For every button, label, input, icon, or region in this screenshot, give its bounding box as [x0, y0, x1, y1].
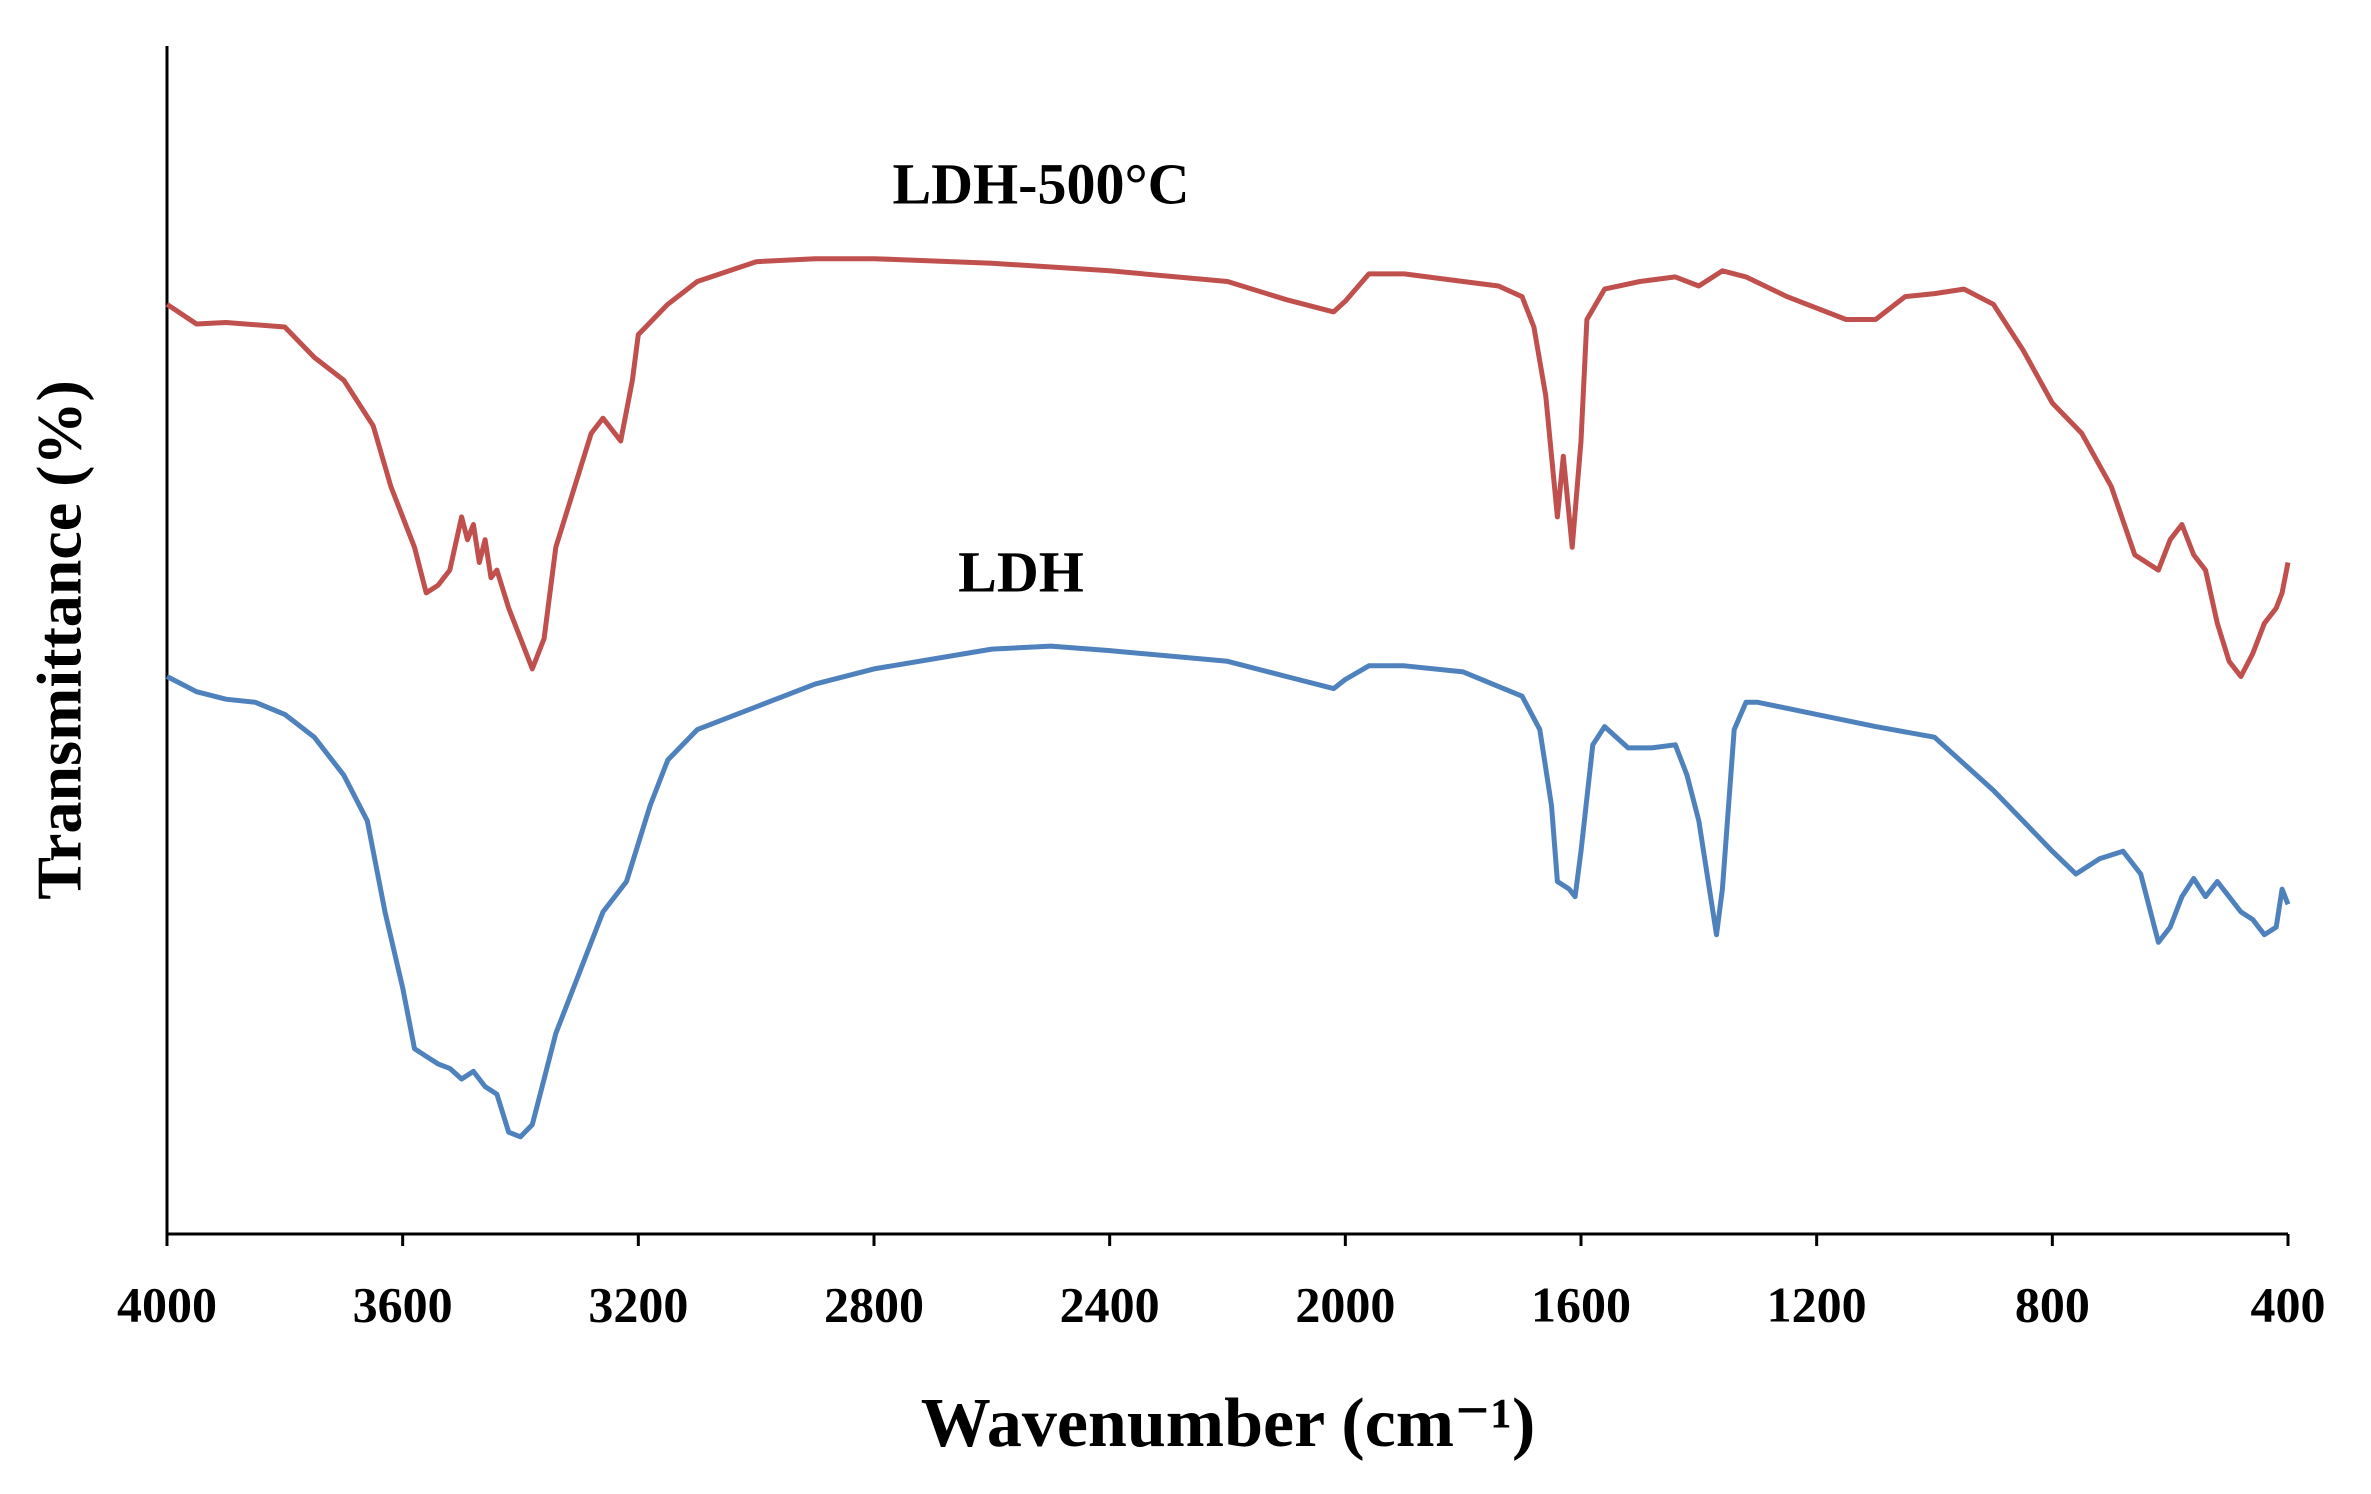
series-label: LDH-500°C	[892, 151, 1189, 216]
y-axis-label: Transmittance (%)	[24, 380, 95, 900]
x-tick-label: 4000	[117, 1276, 217, 1332]
x-tick-label: 2800	[824, 1276, 924, 1332]
series-line	[165, 256, 2291, 679]
x-tick-label: 800	[2015, 1276, 2090, 1332]
x-tick-label: 400	[2251, 1276, 2326, 1332]
x-tick-label: 3200	[588, 1276, 688, 1332]
series-line	[165, 643, 2291, 1140]
x-axis-label: Wavenumber (cm⁻¹)	[921, 1385, 1536, 1462]
x-tick-label: 2400	[1060, 1276, 1160, 1332]
series-label: LDH	[958, 539, 1084, 604]
x-tick-label: 2000	[1295, 1276, 1395, 1332]
x-tick-label: 1600	[1531, 1276, 1631, 1332]
x-tick-label: 3600	[353, 1276, 453, 1332]
x-tick-label: 1200	[1767, 1276, 1867, 1332]
